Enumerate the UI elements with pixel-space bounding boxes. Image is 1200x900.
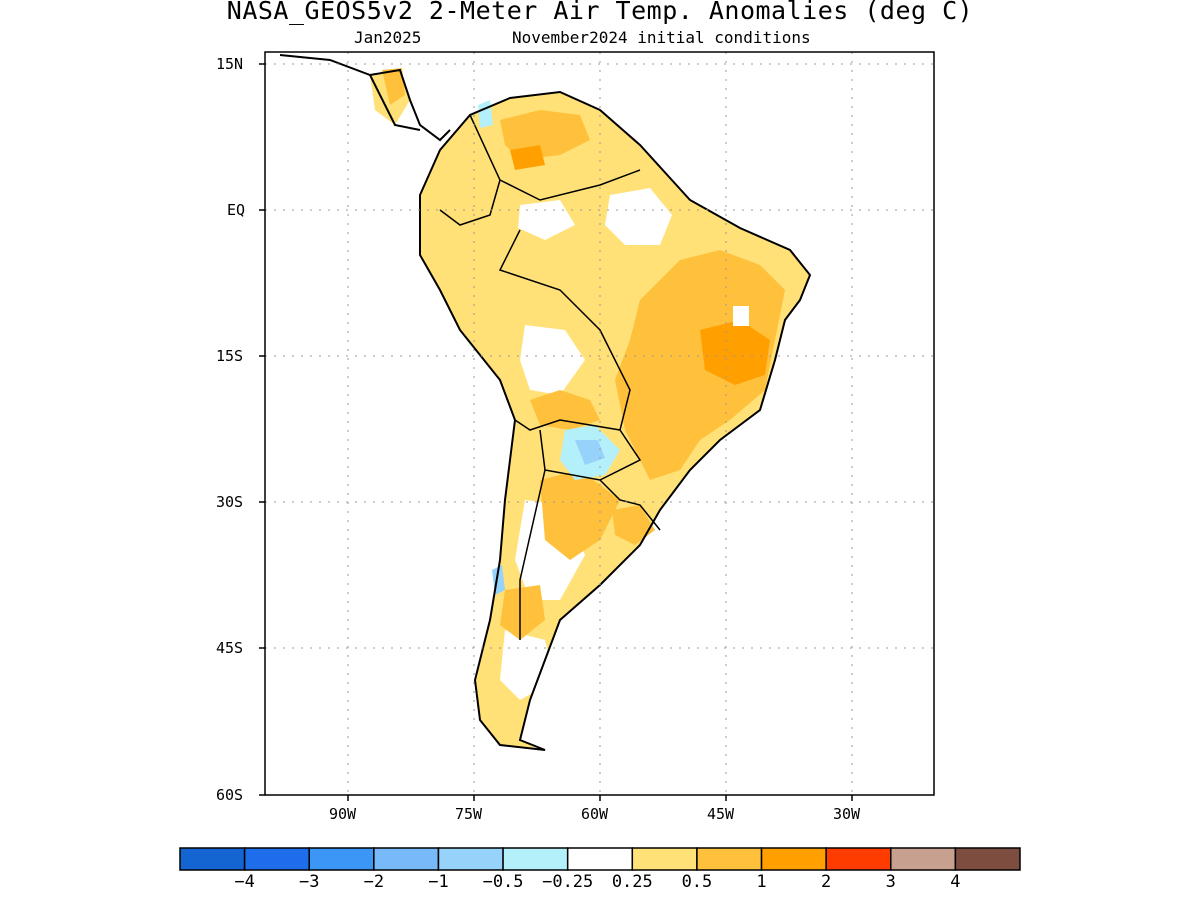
warm-argentina — [540, 470, 620, 560]
colorbar-label-0: −4 — [234, 872, 255, 892]
colorbar-swatch-8 — [696, 847, 763, 871]
lat-tick-30s: 30S — [216, 493, 244, 511]
colorbar-label-6: 0.25 — [611, 872, 653, 892]
lat-tick-15n: 15N — [216, 55, 244, 73]
colorbar-label-10: 3 — [885, 872, 896, 892]
colorbar-label-5: −0.25 — [542, 872, 594, 892]
lon-tick-60w: 60W — [581, 805, 609, 823]
neutral-south — [500, 630, 555, 700]
neutral-north — [605, 188, 672, 245]
lat-tick-45s: 45S — [216, 639, 244, 657]
country-borders — [439, 114, 661, 640]
hot-brazil-core — [700, 320, 770, 385]
land-base — [420, 92, 810, 750]
colorbar-label-1: −3 — [298, 872, 320, 892]
warm-venezuela — [500, 110, 590, 160]
colorbar-swatch-2 — [308, 847, 375, 871]
colorbar-label-3: −1 — [428, 872, 449, 892]
colorbar-label-8: 1 — [756, 872, 767, 892]
colorbar-swatch-4 — [437, 847, 504, 871]
colorbar-swatch-5 — [502, 847, 569, 871]
warm-bolivia — [530, 390, 600, 430]
colorbar-swatch-3 — [373, 847, 440, 871]
colorbar-swatch-0 — [179, 847, 246, 871]
neutral-bolivia — [520, 325, 585, 395]
colorbar-label-9: 2 — [821, 872, 832, 892]
colorbar-swatch-7 — [631, 847, 698, 871]
coastlines — [279, 54, 812, 751]
lat-tick-eq: EQ — [227, 201, 246, 219]
hot-guyana — [510, 145, 545, 170]
colorbar-label-7: 0.5 — [681, 872, 713, 892]
forecast-month: Jan2025 — [354, 28, 422, 47]
cool-colombia — [478, 100, 493, 128]
colorbar-label-4: −0.5 — [482, 872, 524, 892]
neutral-west-amazon — [518, 200, 575, 240]
graticule — [265, 52, 934, 795]
colorbar — [179, 847, 1021, 871]
lat-tick-60s: 60S — [216, 786, 244, 804]
initial-conditions: November2024 initial conditions — [512, 28, 811, 47]
missing-square — [733, 306, 749, 326]
anomaly-field — [370, 68, 810, 750]
south-america-coast — [419, 90, 812, 751]
colorbar-swatch-11 — [890, 847, 957, 871]
axis-ticks — [259, 63, 853, 801]
colorbar-label-11: 4 — [950, 872, 961, 892]
colorbar-swatch-10 — [825, 847, 892, 871]
warm-uruguay — [612, 505, 655, 545]
lat-tick-15s: 15S — [216, 347, 244, 365]
map-title: NASA_GEOS5v2 2-Meter Air Temp. Anomalies… — [226, 0, 974, 25]
colorbar-swatch-6 — [566, 847, 634, 871]
warm-patagonia — [500, 585, 545, 640]
colorbar-swatch-9 — [760, 847, 827, 871]
cool-paraguay-core — [575, 440, 605, 465]
lon-tick-90w: 90W — [329, 805, 357, 823]
colorbar-label-2: −2 — [363, 872, 385, 892]
central-america-coast — [279, 54, 451, 142]
lon-tick-75w: 75W — [455, 805, 483, 823]
colorbar-swatch-12 — [954, 847, 1021, 871]
lon-tick-30w: 30W — [833, 805, 861, 823]
lon-tick-45w: 45W — [707, 805, 735, 823]
central-america-warm — [382, 68, 405, 105]
colorbar-swatch-1 — [243, 847, 310, 871]
